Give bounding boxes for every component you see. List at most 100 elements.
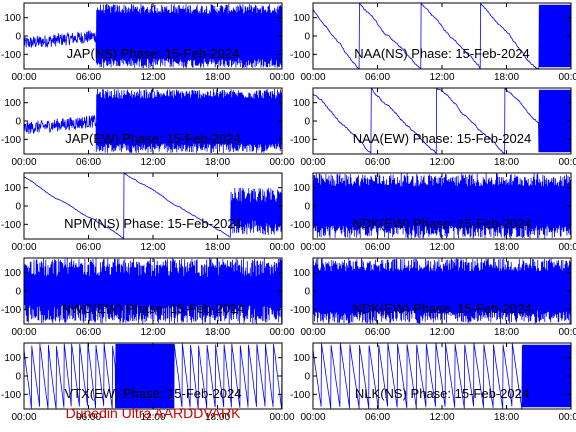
x-tick-label: 00:00: [11, 157, 36, 168]
phase-trace-series: [313, 173, 571, 239]
x-tick-label: 12:00: [140, 242, 165, 253]
y-tick-label: 0: [15, 372, 21, 383]
x-tick-label: 00:00: [11, 327, 36, 338]
x-tick-label: 12:00: [429, 157, 454, 168]
x-tick-label: 00:00: [558, 157, 576, 168]
panel-title: NDK(EW) Phase: 15-Feb-2024: [352, 216, 531, 231]
y-tick-label: -100: [1, 220, 21, 231]
y-tick-label: 100: [293, 268, 310, 279]
x-tick-label: 00:00: [269, 72, 294, 83]
y-tick-label: 0: [304, 202, 310, 213]
x-tick-label: 06:00: [76, 412, 101, 423]
panel-1: 100 0 -100 00:00 06:00 12:00 18:00 00:00 JAP(NS)…: [1, 2, 295, 83]
x-tick-label: 06:00: [365, 412, 390, 423]
panel-9: 100 0 -100 00:00 06:00 12:00 18:00 00:00 VTX(EW)…: [1, 342, 295, 423]
y-tick-label: -100: [290, 390, 310, 401]
phase-trace-series: [313, 343, 571, 409]
panel-title: NLK(NS) Phase: 15-Feb-2024: [355, 386, 529, 401]
x-tick-label: 18:00: [205, 72, 230, 83]
x-tick-label: 00:00: [300, 242, 325, 253]
x-tick-label: 18:00: [494, 242, 519, 253]
x-tick-label: 12:00: [140, 412, 165, 423]
x-tick-label: 06:00: [76, 327, 101, 338]
y-tick-label: 0: [15, 32, 21, 43]
x-tick-label: 00:00: [558, 412, 576, 423]
x-tick-label: 00:00: [558, 72, 576, 83]
panel-title: VTX(EW) Phase: 15-Feb-2024: [64, 386, 241, 401]
x-tick-label: 00:00: [300, 157, 325, 168]
y-tick-label: -100: [1, 135, 21, 146]
y-tick-label: -100: [1, 390, 21, 401]
x-tick-label: 00:00: [11, 242, 36, 253]
x-tick-label: 12:00: [429, 327, 454, 338]
panel-title: NDK(EW) Phase: 15-Feb-2024: [352, 301, 531, 316]
y-tick-label: 100: [293, 98, 310, 109]
x-tick-label: 00:00: [558, 327, 576, 338]
x-tick-label: 12:00: [140, 327, 165, 338]
x-tick-label: 18:00: [205, 157, 230, 168]
x-tick-label: 18:00: [205, 242, 230, 253]
panel-title: NAA(EW) Phase: 15-Feb-2024: [353, 131, 531, 146]
y-tick-label: 0: [304, 287, 310, 298]
phase-trace-series: [313, 258, 571, 324]
y-tick-label: 100: [4, 353, 21, 364]
y-tick-label: 100: [4, 98, 21, 109]
x-tick-label: 06:00: [365, 157, 390, 168]
panel-5: 100 0 -100 00:00 06:00 12:00 18:00 00:00 NPM(NS)…: [1, 172, 295, 253]
x-tick-label: 06:00: [76, 72, 101, 83]
x-tick-label: 12:00: [429, 412, 454, 423]
panel-2: 100 0 -100 00:00 06:00 12:00 18:00 00:00 NAA(NS)…: [290, 2, 576, 83]
x-tick-label: 00:00: [269, 157, 294, 168]
x-tick-label: 06:00: [365, 327, 390, 338]
y-tick-label: 0: [15, 287, 21, 298]
x-tick-label: 12:00: [140, 157, 165, 168]
y-tick-label: -100: [1, 305, 21, 316]
panel-title: NPM(NS) Phase: 15-Feb-2024: [64, 216, 242, 231]
phase-trace-series: [24, 343, 282, 409]
x-tick-label: 00:00: [300, 412, 325, 423]
x-tick-label: 18:00: [205, 327, 230, 338]
y-tick-label: 0: [304, 117, 310, 128]
y-tick-label: 100: [293, 183, 310, 194]
x-tick-label: 06:00: [76, 242, 101, 253]
y-tick-label: -100: [1, 50, 21, 61]
phase-trace-series: [24, 258, 282, 324]
x-tick-label: 06:00: [365, 242, 390, 253]
x-tick-label: 00:00: [300, 72, 325, 83]
panel-title: NAA(NS) Phase: 15-Feb-2024: [354, 46, 530, 61]
x-tick-label: 12:00: [140, 72, 165, 83]
panel-3: 100 0 -100 00:00 06:00 12:00 18:00 00:00 JAP(EW)…: [1, 87, 295, 168]
y-tick-label: 0: [304, 32, 310, 43]
x-tick-label: 18:00: [494, 72, 519, 83]
y-tick-label: 0: [15, 117, 21, 128]
y-tick-label: 100: [4, 268, 21, 279]
panel-6: 100 0 -100 00:00 06:00 12:00 18:00 00:00 NDK(EW)…: [290, 172, 576, 253]
y-tick-label: 100: [4, 183, 21, 194]
x-tick-label: 00:00: [269, 327, 294, 338]
y-tick-label: -100: [290, 220, 310, 231]
panel-title: JAP(EW) Phase: 15-Feb-2024: [65, 131, 241, 146]
x-tick-label: 00:00: [300, 327, 325, 338]
x-tick-label: 12:00: [429, 242, 454, 253]
figure-footer: Dunedin Ultra AARDDVARK: [66, 405, 241, 421]
y-tick-label: -100: [290, 135, 310, 146]
phase-trace-series: [24, 3, 282, 69]
y-tick-label: 100: [4, 13, 21, 24]
panel-title: JAP(NS) Phase: 15-Feb-2024: [67, 46, 240, 61]
x-tick-label: 18:00: [494, 157, 519, 168]
y-tick-label: 100: [293, 13, 310, 24]
x-tick-label: 18:00: [205, 412, 230, 423]
panel-10: 100 0 -100 00:00 06:00 12:00 18:00 00:00 NLK(NS)…: [290, 342, 576, 423]
x-tick-label: 00:00: [558, 242, 576, 253]
x-tick-label: 06:00: [76, 157, 101, 168]
panel-8: 100 0 -100 00:00 06:00 12:00 18:00 00:00 NDK(EW)…: [290, 257, 576, 338]
x-tick-label: 12:00: [429, 72, 454, 83]
phase-trace-series: [24, 88, 282, 154]
x-tick-label: 00:00: [269, 412, 294, 423]
x-tick-label: 00:00: [11, 72, 36, 83]
y-tick-label: 0: [304, 372, 310, 383]
x-tick-label: 00:00: [11, 412, 36, 423]
y-tick-label: -100: [290, 305, 310, 316]
panel-7: 100 0 -100 00:00 06:00 12:00 18:00 00:00 NWC(EW)…: [1, 257, 295, 338]
